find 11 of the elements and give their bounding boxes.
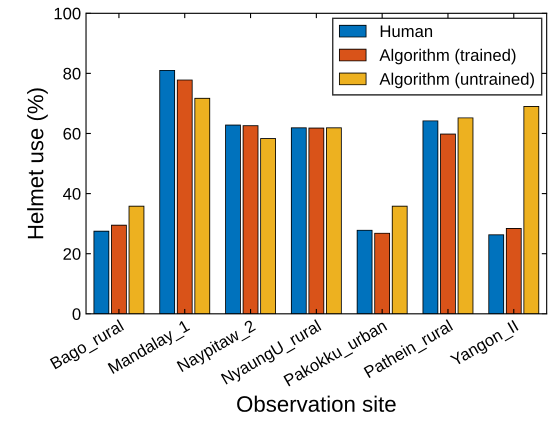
- y-tick-label: 40: [63, 188, 81, 200]
- y-tick-label: 60: [63, 128, 81, 140]
- legend-label: Algorithm (trained): [379, 48, 516, 64]
- y-axis-title: Helmet use (%): [27, 88, 48, 238]
- x-axis-title: Observation site: [237, 396, 396, 412]
- legend-label: Algorithm (untrained): [379, 72, 534, 88]
- legend-label: Human: [380, 26, 432, 38]
- y-tick-label: 20: [63, 248, 81, 260]
- y-tick-label: 80: [63, 68, 81, 80]
- y-tick-label: 0: [72, 308, 81, 320]
- y-tick-label: 100: [54, 8, 81, 20]
